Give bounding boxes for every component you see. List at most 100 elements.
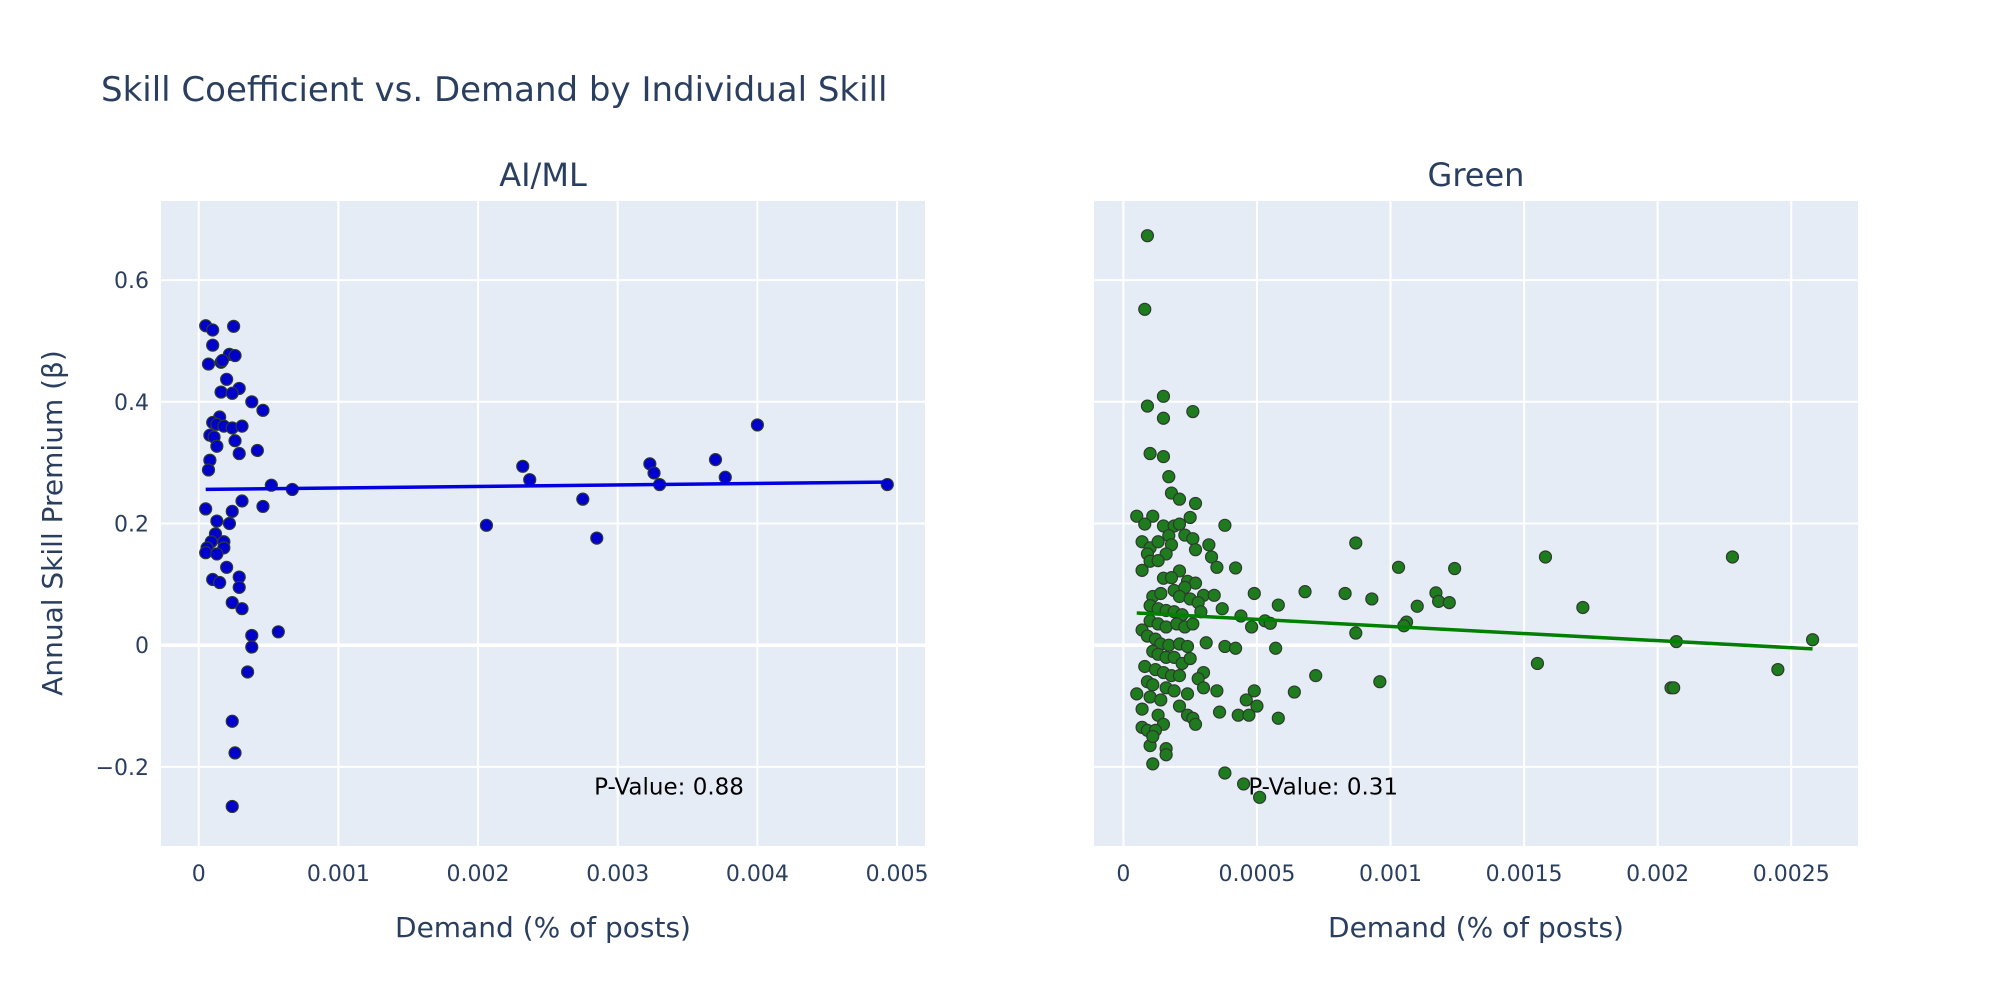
data-point xyxy=(1172,492,1187,506)
data-point xyxy=(1188,543,1203,557)
data-point xyxy=(225,596,239,610)
data-point xyxy=(206,338,220,352)
data-point xyxy=(1218,639,1232,654)
subplot-title: Green xyxy=(1428,156,1525,194)
y-tick-label: −0.2 xyxy=(96,756,149,781)
trend-line xyxy=(205,480,884,492)
data-point xyxy=(1188,496,1203,511)
data-point xyxy=(232,446,246,461)
data-point xyxy=(1245,620,1259,634)
scatter-points xyxy=(1130,229,1820,804)
chart-title: Skill Coefficient vs. Demand by Individu… xyxy=(101,70,887,110)
data-point xyxy=(1349,536,1363,550)
data-point xyxy=(1140,399,1155,413)
data-point xyxy=(1186,404,1200,419)
data-point xyxy=(1172,589,1187,604)
data-point xyxy=(1253,790,1267,804)
data-point xyxy=(1269,641,1283,655)
data-point xyxy=(1186,617,1200,631)
data-point xyxy=(228,746,242,760)
data-point xyxy=(220,560,234,574)
data-point xyxy=(250,443,264,458)
y-tick-label: 0.2 xyxy=(114,513,149,538)
x-tick-label: 0.001 xyxy=(1359,862,1422,887)
data-point xyxy=(1138,517,1152,531)
data-point xyxy=(1188,717,1203,731)
data-point xyxy=(479,518,494,532)
data-point xyxy=(1271,711,1285,725)
data-point xyxy=(1338,586,1352,601)
data-point xyxy=(1172,699,1187,713)
subplot-title: AI/ML xyxy=(499,156,587,194)
data-point xyxy=(232,580,246,594)
data-point xyxy=(222,516,237,531)
data-point xyxy=(227,319,241,333)
data-point xyxy=(590,531,604,545)
data-point xyxy=(245,395,259,409)
data-point xyxy=(1391,560,1406,574)
data-point xyxy=(1151,554,1165,568)
x-tick-label: 0.0025 xyxy=(1753,862,1830,887)
data-point xyxy=(1287,685,1301,699)
data-point xyxy=(1130,687,1144,701)
data-point xyxy=(1167,684,1181,698)
data-point xyxy=(1250,699,1264,713)
data-point xyxy=(1271,598,1285,612)
data-point xyxy=(1349,626,1363,640)
data-point xyxy=(235,419,249,433)
subplot-green: 0 0.0005 0.001 0.0015 0.002 0.0025 Green Demand… xyxy=(1094,156,1858,944)
data-point xyxy=(1204,550,1219,564)
data-point xyxy=(210,514,224,528)
data-point xyxy=(1156,449,1171,464)
data-point xyxy=(1159,748,1173,762)
data-point xyxy=(271,625,285,639)
data-point xyxy=(1186,532,1200,546)
x-axis-title: Demand (% of posts) xyxy=(395,911,691,944)
data-point xyxy=(1162,470,1176,484)
y-axis-title: Annual Skill Premium (β) xyxy=(36,350,69,696)
data-point xyxy=(1373,675,1387,689)
data-point xyxy=(880,477,894,492)
x-tick-label: 0.0005 xyxy=(1218,862,1295,887)
data-point xyxy=(1207,588,1221,602)
data-point xyxy=(1210,684,1224,698)
data-point xyxy=(225,799,239,814)
y-tick-label: 0 xyxy=(135,634,149,659)
data-point xyxy=(1236,777,1251,791)
x-tick-label: 0.003 xyxy=(586,862,649,887)
data-point xyxy=(750,418,764,432)
data-point xyxy=(1146,757,1160,771)
data-point xyxy=(1156,411,1171,425)
data-point xyxy=(225,714,239,728)
x-tick-label: 0 xyxy=(192,862,206,887)
scatter-points xyxy=(199,319,894,814)
data-point xyxy=(1212,705,1227,719)
data-point xyxy=(1146,509,1160,523)
data-point xyxy=(1183,510,1197,525)
data-point xyxy=(215,353,230,368)
data-point xyxy=(523,473,537,487)
data-point xyxy=(1180,639,1195,654)
data-point xyxy=(213,575,227,590)
x-tick-label: 0.005 xyxy=(866,862,929,887)
trend-line xyxy=(1136,611,1813,651)
data-point xyxy=(1247,586,1261,601)
data-point xyxy=(1172,517,1187,531)
gridlines xyxy=(161,201,925,846)
data-point xyxy=(1365,592,1379,606)
data-point xyxy=(225,504,239,518)
data-point xyxy=(1183,651,1197,666)
data-point xyxy=(1530,656,1545,671)
data-point xyxy=(1130,509,1144,523)
data-point xyxy=(256,403,270,417)
data-point xyxy=(256,499,270,514)
data-point xyxy=(1228,641,1243,655)
y-tick-label: 0.6 xyxy=(114,269,149,294)
data-point xyxy=(1135,563,1149,577)
data-point xyxy=(1218,766,1232,780)
data-point xyxy=(1448,561,1462,576)
data-point xyxy=(1215,602,1229,616)
data-point xyxy=(516,459,530,473)
data-point xyxy=(1143,446,1157,461)
data-point xyxy=(210,439,224,453)
